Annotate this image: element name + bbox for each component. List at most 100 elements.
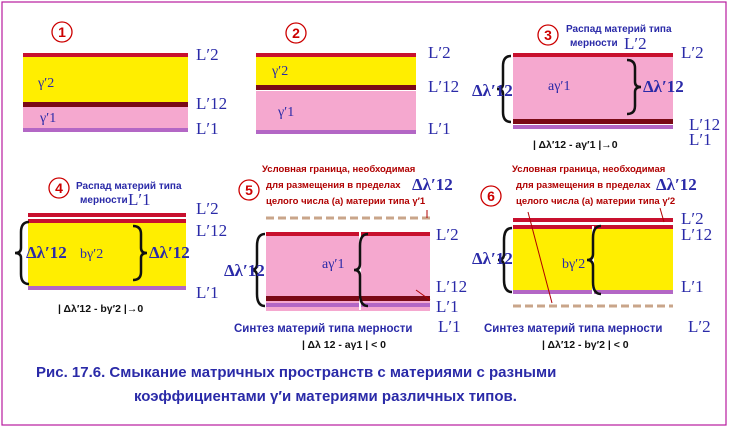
panel-5-note-line1: Условная граница, необходимая — [262, 164, 415, 175]
panel-6-gamma: bγ′2 — [562, 257, 585, 272]
panel-4-bottom-band — [28, 286, 186, 290]
panel-6-number: 6 — [487, 188, 495, 204]
panel-2-number: 2 — [292, 25, 300, 41]
panel-5-synthesis-L: L′1 — [438, 317, 461, 336]
panel-2-top-band — [256, 53, 416, 57]
panel-3-formula: | Δλ′12 - aγ′1 |→0 — [533, 139, 618, 151]
panel-6-top-band — [513, 218, 673, 222]
panel-2-yellow-layer — [256, 56, 416, 86]
panel-2-number-circle — [285, 22, 307, 44]
panel-6: 6 Условная граница, необходимая для разм… — [472, 164, 712, 351]
panel-4-gamma: bγ′2 — [80, 247, 103, 262]
panel-2-label-bottom: L′1 — [428, 119, 451, 138]
panel-2-gamma-top: γ′2 — [271, 64, 288, 79]
panel-3-mid-band — [513, 119, 673, 124]
panel-2-pink-layer — [256, 91, 416, 131]
panel-4-formula: | Δλ′12 - bγ′2 |→0 — [58, 303, 143, 315]
panel-6-pointer-line-2 — [659, 207, 665, 223]
panel-3-brace-right — [626, 58, 642, 116]
panel-5-synthesis: Синтез материй типа мерности — [234, 323, 412, 335]
panel-4: 4 Распад материй типа мерности L′1 Δλ′12… — [14, 177, 227, 315]
panel-4-title-L: L′1 — [128, 190, 151, 209]
panel-3-gamma: aγ′1 — [548, 79, 570, 94]
panel-1-gamma-bottom: γ′1 — [39, 111, 56, 126]
panel-5-note-delta: Δλ′12 — [412, 175, 453, 194]
panel-6-delta-left: Δλ′12 — [472, 249, 513, 268]
panel-5-bottom-band — [266, 303, 430, 307]
panel-4-yellow-layer — [28, 222, 186, 288]
figure-caption-line2: коэффициентами γ′и материями различных т… — [134, 388, 517, 405]
panel-5-white-top — [266, 219, 430, 233]
panel-4-number-circle — [48, 177, 70, 199]
panel-1-label-mid: L′12 — [196, 94, 227, 113]
panel-4-delta-right: Δλ′12 — [149, 243, 190, 262]
panel-4-title-line1: Распад материй типа — [76, 181, 182, 192]
panel-3-title-line2: мерности — [570, 38, 618, 49]
panel-3-delta-left: Δλ′12 — [472, 81, 513, 100]
panel-6-brace-left — [497, 226, 513, 294]
panel-6-pointer-line — [527, 211, 553, 304]
panel-4-number: 4 — [55, 180, 63, 196]
panel-4-brace-left — [14, 220, 30, 286]
panel-3: 3 Распад материй типа мерности L′2 Δλ′12… — [472, 24, 720, 151]
panel-6-synthesis: Синтез материй типа мерности — [484, 323, 662, 335]
panel-1-yellow-layer — [23, 56, 188, 104]
panel-5-delta-left: Δλ′12 — [224, 261, 265, 280]
panel-5-note-line2: для размещения в пределах — [266, 180, 401, 191]
panel-4-label-mid: L′12 — [196, 221, 227, 240]
panel-4-top-band — [28, 213, 186, 217]
panel-4-label-bottom: L′1 — [196, 283, 219, 302]
panel-6-note-line2: для размещения в пределах — [516, 180, 651, 191]
panel-2-label-mid: L′12 — [428, 77, 459, 96]
panel-5-brace-mid — [353, 232, 369, 308]
panel-5-pointer-line-2 — [415, 289, 431, 301]
figure-caption-line1: Рис. 17.6. Смыкание матричных пространст… — [36, 364, 556, 381]
panel-1-pink-layer — [23, 107, 188, 129]
panel-6-note-line1: Условная граница, необходимая — [512, 164, 665, 175]
panel-1: 1 γ′2 γ′1 L′2 L′12 L′1 — [23, 21, 227, 138]
panel-2-label-top: L′2 — [428, 43, 451, 62]
panel-5-number: 5 — [245, 182, 253, 198]
panel-1-mid-band — [23, 102, 188, 107]
panel-5-formula: | Δλ 12 - aγ1 | < 0 — [302, 339, 386, 351]
panel-3-label-top: L′2 — [681, 43, 704, 62]
panel-3-brace-left — [496, 54, 512, 124]
panel-5: 5 Условная граница, необходимая для разм… — [224, 164, 467, 351]
panel-6-label-mid: L′12 — [681, 225, 712, 244]
panel-5-brace-left — [250, 232, 266, 308]
panel-1-gamma-top: γ′2 — [37, 76, 54, 91]
panel-3-bottom-band — [513, 125, 673, 129]
panel-4-label-top: L′2 — [196, 199, 219, 218]
panel-5-label-top: L′2 — [436, 225, 459, 244]
panel-6-label-top: L′2 — [681, 209, 704, 228]
panel-5-gamma: aγ′1 — [322, 257, 344, 272]
panel-5-number-circle — [238, 179, 260, 201]
panel-2-mid-band — [256, 85, 416, 90]
panel-5-mid-band — [266, 296, 430, 301]
panel-2-gamma-bottom: γ′1 — [277, 105, 294, 120]
panel-1-bottom-band — [23, 128, 188, 132]
panel-6-synthesis-L: L′2 — [688, 317, 711, 336]
panel-6-note-delta: Δλ′12 — [656, 175, 697, 194]
panel-6-note-line3: целого числа (а) материи типа γ′2 — [516, 196, 675, 207]
panel-3-delta-right: Δλ′12 — [643, 77, 684, 96]
panel-5-label-bottom: L′1 — [436, 297, 459, 316]
panel-4-title-line2: мерности — [80, 195, 128, 206]
panel-1-number-circle — [51, 21, 73, 43]
panel-3-label-bottom: L′1 — [689, 130, 712, 149]
panel-5-note-line3: целого числа (а) материи типа γ′1 — [266, 196, 426, 207]
panel-6-number-circle — [480, 185, 502, 207]
panel-6-brace-mid — [586, 224, 602, 296]
panel-3-pink-layer — [513, 55, 673, 123]
panel-1-label-bottom: L′1 — [196, 119, 219, 138]
panel-2-bottom-band — [256, 130, 416, 134]
panel-3-number-circle — [537, 24, 559, 46]
panel-5-label-mid: L′12 — [436, 277, 467, 296]
panel-3-title-L: L′2 — [624, 34, 647, 53]
panel-4-top-band-2 — [28, 219, 186, 223]
panel-6-label-bottom: L′1 — [681, 277, 704, 296]
panel-3-title-line1: Распад материй типа — [566, 24, 672, 35]
panel-1-label-top: L′2 — [196, 45, 219, 64]
